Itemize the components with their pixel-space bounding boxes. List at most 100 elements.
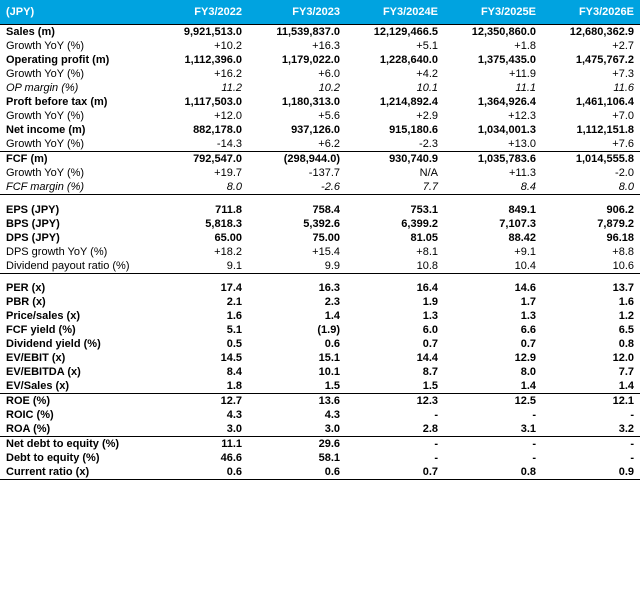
- cell-value: +15.4: [248, 245, 346, 259]
- table-row: Growth YoY (%)+10.2+16.3+5.1+1.8+2.7: [0, 39, 640, 53]
- cell-value: (298,944.0): [248, 152, 346, 167]
- cell-value: 12.0: [542, 351, 640, 365]
- cell-value: 12.1: [542, 394, 640, 409]
- table-row: Growth YoY (%)+12.0+5.6+2.9+12.3+7.0: [0, 109, 640, 123]
- cell-value: +13.0: [444, 137, 542, 152]
- cell-value: -: [444, 437, 542, 452]
- cell-value: 1,112,151.8: [542, 123, 640, 137]
- cell-value: 11,539,837.0: [248, 25, 346, 40]
- cell-value: 14.6: [444, 281, 542, 295]
- row-label: EV/Sales (x): [0, 379, 150, 394]
- table-body: Sales (m)9,921,513.011,539,837.012,129,4…: [0, 25, 640, 480]
- cell-value: 7.7: [542, 365, 640, 379]
- cell-value: 8.0: [542, 180, 640, 195]
- row-label: BPS (JPY): [0, 217, 150, 231]
- table-row: ROIC (%)4.34.3---: [0, 408, 640, 422]
- row-label: Net income (m): [0, 123, 150, 137]
- cell-value: 12.9: [444, 351, 542, 365]
- cell-value: 8.4: [444, 180, 542, 195]
- row-label: ROE (%): [0, 394, 150, 409]
- header-period-3: FY3/2025E: [444, 0, 542, 25]
- financial-table-wrap: (JPY) FY3/2022 FY3/2023 FY3/2024E FY3/20…: [0, 0, 640, 480]
- cell-value: 1,461,106.4: [542, 95, 640, 109]
- cell-value: 9.9: [248, 259, 346, 274]
- cell-value: +5.6: [248, 109, 346, 123]
- cell-value: 1.3: [444, 309, 542, 323]
- row-label: Growth YoY (%): [0, 109, 150, 123]
- cell-value: 14.5: [150, 351, 248, 365]
- table-row: PBR (x)2.12.31.91.71.6: [0, 295, 640, 309]
- table-row: Sales (m)9,921,513.011,539,837.012,129,4…: [0, 25, 640, 40]
- cell-value: -137.7: [248, 166, 346, 180]
- cell-value: 17.4: [150, 281, 248, 295]
- cell-value: 10.8: [346, 259, 444, 274]
- header-period-2: FY3/2024E: [346, 0, 444, 25]
- table-row: [0, 273, 640, 281]
- cell-value: +8.1: [346, 245, 444, 259]
- cell-value: 12.5: [444, 394, 542, 409]
- row-label: Current ratio (x): [0, 465, 150, 480]
- cell-value: 1.7: [444, 295, 542, 309]
- cell-value: +11.3: [444, 166, 542, 180]
- cell-value: 6.0: [346, 323, 444, 337]
- cell-value: 0.7: [444, 337, 542, 351]
- cell-value: 0.5: [150, 337, 248, 351]
- cell-value: 1,180,313.0: [248, 95, 346, 109]
- cell-value: +19.7: [150, 166, 248, 180]
- cell-value: +11.9: [444, 67, 542, 81]
- table-row: Dividend yield (%)0.50.60.70.70.8: [0, 337, 640, 351]
- cell-value: 10.2: [248, 81, 346, 95]
- cell-value: 29.6: [248, 437, 346, 452]
- table-row: Growth YoY (%)+16.2+6.0+4.2+11.9+7.3: [0, 67, 640, 81]
- row-label: DPS growth YoY (%): [0, 245, 150, 259]
- cell-value: 792,547.0: [150, 152, 248, 167]
- cell-value: 13.6: [248, 394, 346, 409]
- cell-value: -: [542, 437, 640, 452]
- cell-value: 3.0: [150, 422, 248, 437]
- cell-value: 906.2: [542, 203, 640, 217]
- cell-value: 0.6: [248, 465, 346, 480]
- row-label: DPS (JPY): [0, 231, 150, 245]
- cell-value: +8.8: [542, 245, 640, 259]
- cell-value: -2.3: [346, 137, 444, 152]
- cell-value: +12.0: [150, 109, 248, 123]
- cell-value: +2.9: [346, 109, 444, 123]
- cell-value: 5.1: [150, 323, 248, 337]
- cell-value: +10.2: [150, 39, 248, 53]
- cell-value: 6,399.2: [346, 217, 444, 231]
- cell-value: 12.3: [346, 394, 444, 409]
- cell-value: +1.8: [444, 39, 542, 53]
- table-row: Net income (m)882,178.0937,126.0915,180.…: [0, 123, 640, 137]
- cell-value: 2.3: [248, 295, 346, 309]
- cell-value: -: [444, 451, 542, 465]
- cell-value: 1,364,926.4: [444, 95, 542, 109]
- cell-value: +7.0: [542, 109, 640, 123]
- row-label: Dividend yield (%): [0, 337, 150, 351]
- header-period-1: FY3/2023: [248, 0, 346, 25]
- cell-value: -2.0: [542, 166, 640, 180]
- row-label: Net debt to equity (%): [0, 437, 150, 452]
- cell-value: 1.6: [542, 295, 640, 309]
- cell-value: 8.0: [150, 180, 248, 195]
- cell-value: 849.1: [444, 203, 542, 217]
- cell-value: 5,818.3: [150, 217, 248, 231]
- row-label: EPS (JPY): [0, 203, 150, 217]
- cell-value: 915,180.6: [346, 123, 444, 137]
- cell-value: 13.7: [542, 281, 640, 295]
- table-row: FCF margin (%)8.0-2.67.78.48.0: [0, 180, 640, 195]
- cell-value: +18.2: [150, 245, 248, 259]
- cell-value: -: [542, 451, 640, 465]
- cell-value: 0.8: [542, 337, 640, 351]
- financial-table: (JPY) FY3/2022 FY3/2023 FY3/2024E FY3/20…: [0, 0, 640, 480]
- row-label: Price/sales (x): [0, 309, 150, 323]
- cell-value: 1.9: [346, 295, 444, 309]
- cell-value: +7.3: [542, 67, 640, 81]
- table-row: EPS (JPY)711.8758.4753.1849.1906.2: [0, 203, 640, 217]
- cell-value: 3.1: [444, 422, 542, 437]
- cell-value: 10.4: [444, 259, 542, 274]
- table-row: PER (x)17.416.316.414.613.7: [0, 281, 640, 295]
- row-label: ROIC (%): [0, 408, 150, 422]
- table-row: Net debt to equity (%)11.129.6---: [0, 437, 640, 452]
- row-label: PER (x): [0, 281, 150, 295]
- row-label: Operating profit (m): [0, 53, 150, 67]
